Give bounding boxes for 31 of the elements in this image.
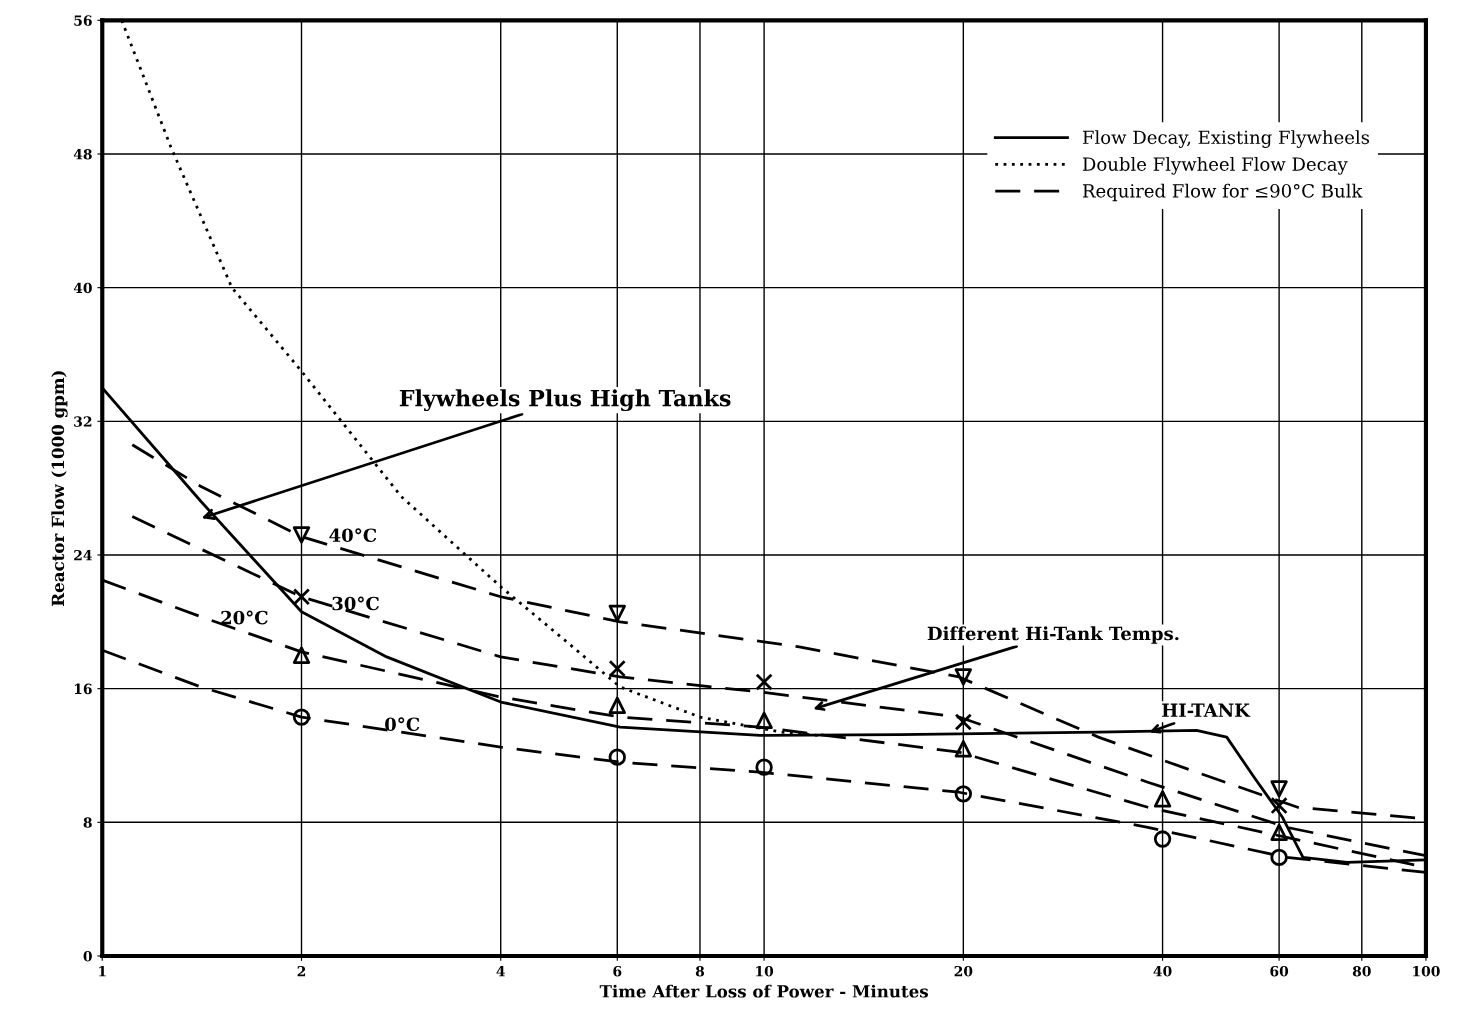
annotation: 0°C <box>385 717 420 732</box>
x-tick-label: 10 <box>756 965 774 977</box>
y-tick-label: 56 <box>74 15 92 26</box>
annotation: 20°C <box>221 610 268 625</box>
legend-label: Double Flywheel Flow Decay <box>1082 156 1348 175</box>
x-tick-label: 6 <box>613 965 622 977</box>
x-tick-label: 8 <box>695 965 705 977</box>
x-tick-label: 2 <box>297 965 306 977</box>
annotation: 30°C <box>332 596 379 611</box>
x-tick-label: 1 <box>99 965 106 977</box>
annotation: Different Hi-Tank Temps. <box>927 626 1179 644</box>
annotation: Flywheels Plus High Tanks <box>399 389 731 412</box>
legend-label: Flow Decay, Existing Flywheels <box>1082 130 1370 148</box>
y-tick-label: 40 <box>73 282 92 294</box>
x-tick-label: 4 <box>496 965 505 977</box>
x-tick-label: 40 <box>1153 965 1172 977</box>
legend-label: Required Flow for ≤90°C Bulk <box>1082 183 1363 202</box>
y-axis-title: Reactor Flow (1000 gpm) <box>51 371 68 606</box>
y-tick-label: 8 <box>83 817 92 828</box>
x-tick-label: 20 <box>954 965 973 977</box>
annotation: HI-TANK <box>1162 703 1251 717</box>
x-tick-label: 80 <box>1352 965 1371 977</box>
annotation: 40°C <box>329 528 377 543</box>
y-tick-label: 24 <box>74 549 92 561</box>
y-tick-label: 16 <box>74 683 92 695</box>
y-tick-label: 32 <box>74 416 92 427</box>
x-axis-title: Time After Loss of Power - Minutes <box>599 984 928 998</box>
x-tick-label: 60 <box>1270 965 1289 977</box>
y-tick-label: 48 <box>73 148 92 160</box>
x-tick-label: 100 <box>1413 965 1440 977</box>
y-tick-label: 0 <box>83 950 92 962</box>
